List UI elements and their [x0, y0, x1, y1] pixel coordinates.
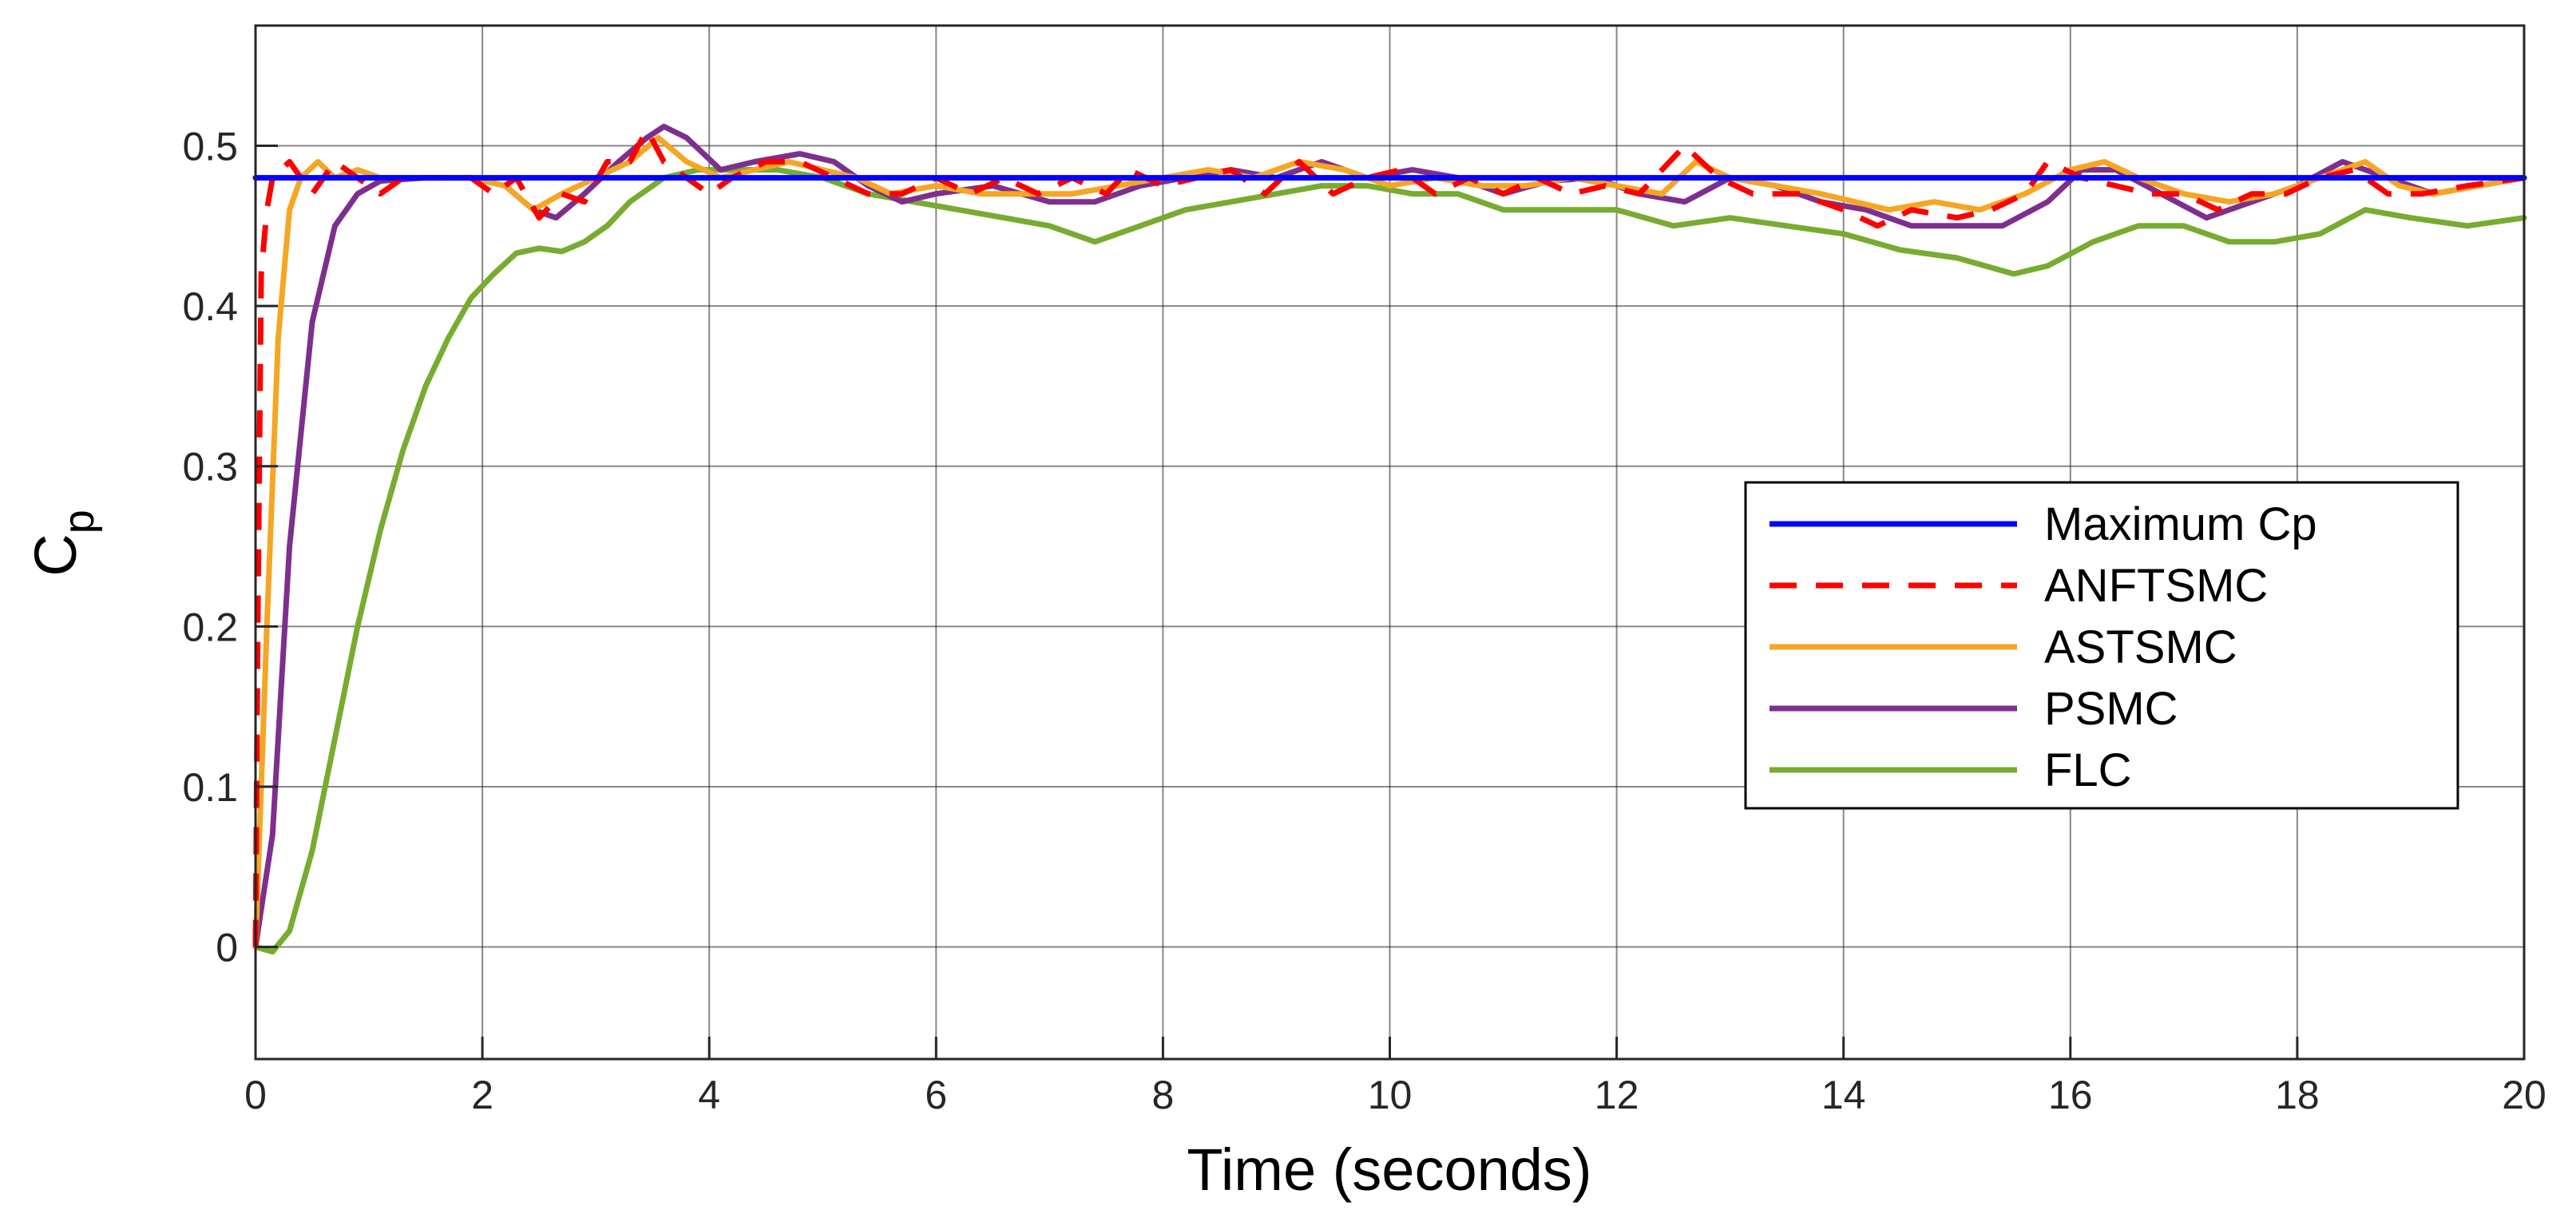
x-tick-label: 16	[2048, 1073, 2093, 1117]
y-tick-label: 0.5	[182, 124, 238, 169]
y-axis-label: Cp	[22, 510, 103, 577]
legend-label-astsmc: ASTSMC	[2044, 621, 2237, 673]
y-tick-label: 0.3	[182, 445, 238, 490]
x-tick-label: 10	[1368, 1073, 1413, 1117]
y-tick-label: 0.2	[182, 605, 238, 649]
legend-label-psmc: PSMC	[2044, 683, 2178, 735]
x-ticks: 0 2 4 6 8 10 12 14 16 18 20	[244, 1037, 2546, 1117]
x-tick-label: 12	[1595, 1073, 1639, 1117]
y-tick-label: 0	[216, 926, 238, 970]
x-tick-label: 20	[2502, 1073, 2546, 1117]
x-tick-label: 0	[244, 1073, 267, 1117]
y-tick-label: 0.1	[182, 765, 238, 810]
x-tick-label: 4	[698, 1073, 720, 1117]
x-tick-label: 8	[1151, 1073, 1174, 1117]
x-axis-label: Time (seconds)	[1187, 1137, 1591, 1203]
legend-label-maximum-cp: Maximum Cp	[2044, 498, 2317, 550]
series-layer	[252, 123, 2527, 955]
x-tick-label: 18	[2275, 1073, 2320, 1117]
legend-label-flc: FLC	[2044, 744, 2132, 796]
series-line-flc	[252, 167, 2527, 955]
series-line-anftsmc	[252, 126, 2525, 947]
y-axis-label-main: C	[22, 534, 89, 576]
y-tick-label: 0.4	[182, 284, 238, 329]
x-tick-label: 6	[925, 1073, 947, 1117]
y-axis-label-sub: p	[55, 510, 103, 534]
x-tick-label: 2	[471, 1073, 493, 1117]
legend-label-anftsmc: ANFTSMC	[2044, 560, 2268, 612]
legend: Maximum Cp ANFTSMC ASTSMC PSMC FLC	[1744, 481, 2459, 810]
y-ticks: 0 0.1 0.2 0.3 0.4 0.5	[182, 124, 278, 970]
svg-text:Cp: Cp	[22, 510, 103, 577]
x-tick-label: 14	[1821, 1073, 1866, 1117]
